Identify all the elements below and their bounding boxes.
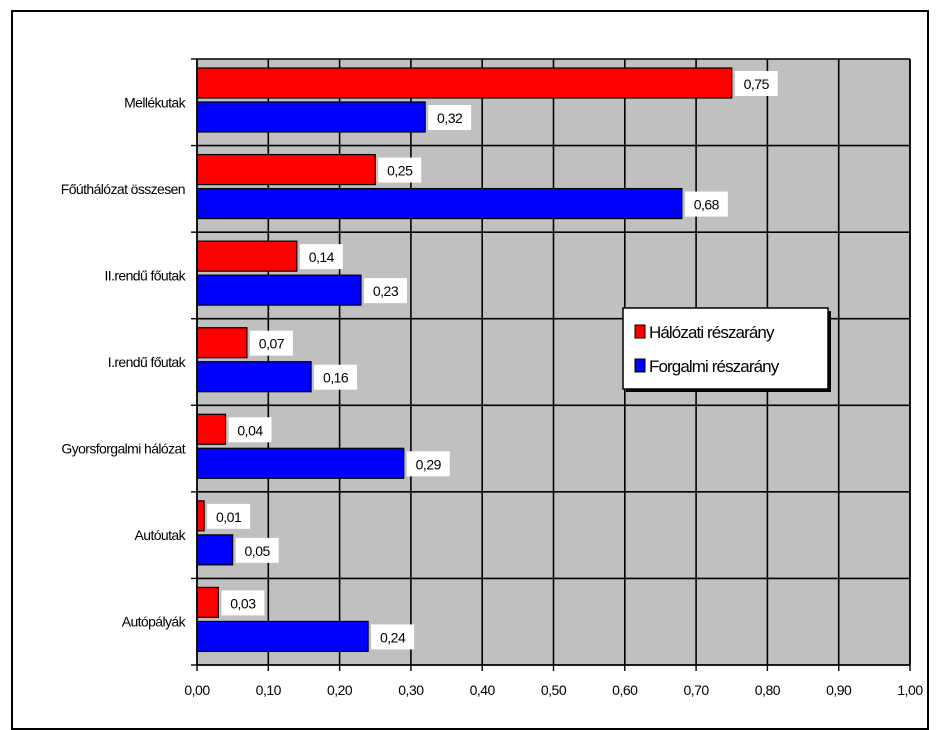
bar-forgalmi [196, 534, 234, 566]
data-label-group: 0,05 [235, 537, 279, 563]
data-label-box [363, 278, 407, 304]
x-tick-label: 0,70 [683, 682, 709, 698]
data-label-group: 0,29 [406, 451, 450, 477]
data-label: 0,24 [380, 629, 406, 645]
x-tick-label: 0,40 [470, 682, 496, 698]
data-label-group: 0,23 [363, 278, 407, 304]
data-label-box [378, 157, 422, 183]
legend-label: Hálózati részarány [649, 323, 775, 342]
x-tick-label: 0,80 [755, 682, 781, 698]
x-tick-label: 0,10 [256, 682, 282, 698]
category-label: Mellékutak [124, 94, 187, 110]
data-label-box [371, 624, 415, 650]
bar-forgalmi [196, 447, 405, 479]
data-label-group: 0,04 [228, 417, 272, 443]
data-label-box [207, 503, 251, 529]
data-label-box [314, 364, 358, 390]
data-label-box [734, 71, 778, 96]
bar-forgalmi [196, 187, 683, 220]
data-label: 0,16 [323, 370, 349, 386]
category-label: I.rendű főutak [108, 354, 187, 370]
data-label: 0,07 [259, 336, 285, 352]
data-label: 0,05 [245, 543, 271, 559]
data-label-group: 0,25 [378, 157, 422, 183]
bar-halozati [196, 500, 205, 532]
data-label-group: 0,07 [249, 330, 293, 356]
x-tick-label: 0,60 [612, 682, 638, 698]
legend-swatch [634, 324, 646, 339]
data-label-group: 0,01 [207, 503, 251, 529]
x-tick-label: 0,00 [184, 682, 210, 698]
data-label-box [684, 191, 728, 217]
data-label-group: 0,03 [221, 590, 265, 616]
category-label: Autópályák [122, 614, 187, 630]
data-label-box [235, 537, 279, 563]
x-tick-label: 1,00 [897, 682, 923, 698]
bar-forgalmi [196, 361, 312, 393]
data-label: 0,29 [416, 456, 442, 472]
data-label-group: 0,14 [299, 244, 343, 270]
data-label-box [428, 105, 472, 130]
legend: Hálózati részarány Forgalmi részarány [622, 307, 829, 390]
category-label: Főúthálózat összesen [61, 181, 185, 197]
bar-halozati [196, 586, 219, 619]
data-label-group: 0,24 [371, 624, 415, 650]
category-label: Gyorsforgalmi hálózat [61, 441, 185, 457]
data-label-group: 0,16 [314, 364, 358, 390]
data-label-box [249, 330, 293, 356]
bar-halozati [196, 327, 248, 359]
bar-halozati [196, 153, 376, 186]
data-label-group: 0,32 [428, 105, 472, 130]
category-label: Autóutak [135, 527, 187, 543]
legend-swatch [634, 358, 646, 373]
data-label: 0,68 [694, 197, 720, 213]
data-label: 0,01 [216, 509, 242, 525]
bar-halozati [196, 240, 298, 272]
legend-box [622, 307, 829, 390]
legend-label: Forgalmi részarány [649, 357, 780, 376]
x-tick-label: 0,90 [826, 682, 852, 698]
bar-forgalmi [196, 274, 362, 306]
bar-forgalmi [196, 101, 426, 133]
bar-forgalmi [196, 620, 369, 653]
data-label-box [228, 417, 272, 443]
data-label-group: 0,68 [684, 191, 728, 217]
data-label-box [299, 244, 343, 270]
data-label: 0,75 [744, 76, 770, 92]
x-tick-label: 0,50 [541, 682, 567, 698]
data-label: 0,14 [309, 249, 335, 265]
data-label: 0,23 [373, 283, 399, 299]
data-label: 0,04 [237, 422, 263, 438]
data-label-box [221, 590, 265, 616]
data-label: 0,32 [437, 110, 463, 126]
data-label-box [406, 451, 450, 477]
data-label-group: 0,75 [734, 71, 778, 96]
x-tick-label: 0,20 [327, 682, 353, 698]
x-tick-label: 0,30 [398, 682, 424, 698]
bar-halozati [196, 413, 227, 445]
data-label: 0,25 [387, 163, 413, 179]
bar-halozati [196, 67, 733, 99]
data-label: 0,03 [230, 595, 256, 611]
category-label: II.rendű főutak [104, 267, 186, 283]
bar-chart: 0,00 0,10 0,20 0,30 0,40 0,50 0,60 0,70 0,80 0,90… [61, 58, 924, 698]
